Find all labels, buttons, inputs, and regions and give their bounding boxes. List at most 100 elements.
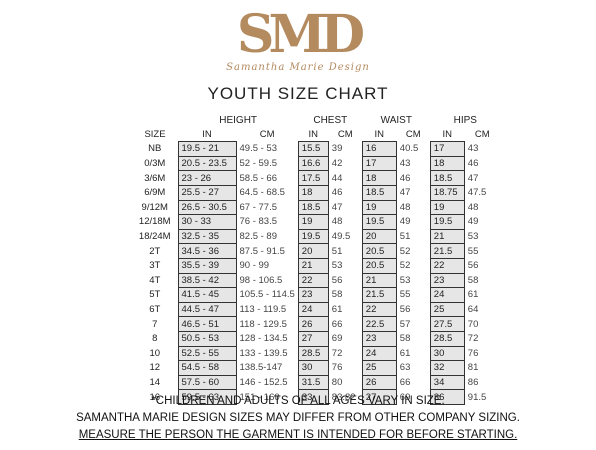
measure-cell: 76 xyxy=(331,362,343,374)
measure-cell: 19.5 xyxy=(297,228,329,245)
measure-cell: 25.5 - 27 xyxy=(177,184,237,201)
measure-cell: 52 xyxy=(399,260,411,272)
measure-cell: 76 xyxy=(467,347,479,359)
size-cell: 18/24M xyxy=(138,231,171,243)
measure-cell: 53 xyxy=(399,274,411,286)
measure-cell: 19 xyxy=(297,214,329,230)
measure-cell: 25 xyxy=(429,301,465,318)
size-cell: 3/6M xyxy=(144,172,166,184)
measure-cell: 17 xyxy=(361,155,397,172)
measure-cell: 20.5 xyxy=(361,257,397,274)
measure-cell: 87.5 - 91.5 xyxy=(239,245,285,257)
measure-cell: 39 xyxy=(331,143,343,155)
note-line-2: SAMANTHA MARIE DESIGN SIZES MAY DIFFER F… xyxy=(76,412,520,424)
measure-cell: 47.5 xyxy=(467,187,487,199)
measure-cell: 61 xyxy=(399,347,411,359)
measure-cell: 22.5 xyxy=(361,316,397,332)
measure-cell: 43 xyxy=(467,143,479,155)
measure-cell: 69 xyxy=(331,333,343,345)
measure-cell: 19 xyxy=(361,199,397,216)
size-cell: NB xyxy=(148,143,162,155)
measure-cell: 22 xyxy=(297,272,329,289)
column-header: IN xyxy=(202,128,212,140)
measure-cell: 30 xyxy=(297,360,329,376)
table-row: 5T 41.5 - 45 105.5 - 114.5 23 58 21.5 55 24 61 xyxy=(132,287,500,303)
measure-cell: 17 xyxy=(429,141,465,157)
measure-cell: 49 xyxy=(399,216,411,228)
measure-cell: 61 xyxy=(331,304,343,316)
measure-cell: 51 xyxy=(399,231,411,243)
measure-cell: 56 xyxy=(399,304,411,316)
table-row: 16 59.5 - 63 151 - 160 33 83.82 27 69 36 91.5 xyxy=(132,389,500,405)
measure-cell: 76 - 83.5 xyxy=(239,216,278,228)
column-header: CM xyxy=(405,129,421,141)
measure-cell: 58 xyxy=(467,274,479,286)
logo-script-text: Samantha Marie Design xyxy=(226,62,370,73)
measure-cell: 55 xyxy=(467,245,479,257)
measure-cell: 20.5 xyxy=(361,243,397,259)
measure-cell: 22 xyxy=(429,257,465,274)
measure-cell: 83.82 xyxy=(331,391,356,403)
size-cell: 10 xyxy=(149,347,161,359)
logo-monogram: SMD xyxy=(236,4,365,65)
measure-cell: 32 xyxy=(429,360,465,376)
column-header: CM xyxy=(337,129,353,141)
size-cell: 9/12M xyxy=(141,201,168,213)
measure-cell: 26 xyxy=(297,316,329,332)
column-header: IN xyxy=(374,128,385,140)
measure-cell: 66 xyxy=(331,318,343,330)
table-row: 9/12M 26.5 - 30.5 67 - 77.5 18.5 47 19 48 19 48 xyxy=(132,199,500,216)
page-title: YOUTH SIZE CHART xyxy=(207,84,389,103)
measure-cell: 51 xyxy=(331,245,343,257)
measure-cell: 17.5 xyxy=(297,170,329,186)
measure-cell: 81 xyxy=(467,362,479,374)
measure-cell: 53 xyxy=(331,260,343,272)
measure-cell: 24 xyxy=(297,301,329,318)
measure-cell: 64.5 - 68.5 xyxy=(239,187,285,199)
group-header-row: HEIGHT CHEST WAIST HIPS xyxy=(132,114,500,128)
measure-cell: 33 xyxy=(297,389,329,405)
measure-cell: 46.5 - 51 xyxy=(177,316,237,332)
measure-cell: 58.5 - 66 xyxy=(239,172,278,184)
size-cell: 12 xyxy=(149,362,161,374)
group-header-hips: HIPS xyxy=(453,115,477,127)
size-cell: 0/3M xyxy=(144,158,166,170)
measure-cell: 44.5 - 47 xyxy=(177,301,237,318)
measure-cell: 32.5 - 35 xyxy=(177,228,237,245)
measure-cell: 27 xyxy=(297,330,329,347)
measure-cell: 53 xyxy=(467,231,479,243)
measure-cell: 27 xyxy=(361,389,397,405)
measure-cell: 21.5 xyxy=(429,243,465,259)
table-row: 14 57.5 - 60 146 - 152.5 31.5 80 26 66 34 86 xyxy=(132,374,500,391)
column-header: IN xyxy=(442,128,453,140)
measure-cell: 56 xyxy=(331,274,343,286)
measure-cell: 23 - 26 xyxy=(177,170,237,186)
measure-cell: 64 xyxy=(467,304,479,316)
measure-cell: 21.5 xyxy=(361,287,397,303)
measure-cell: 16 xyxy=(361,141,397,157)
measure-cell: 80 xyxy=(331,376,343,388)
measure-cell: 27.5 xyxy=(429,316,465,332)
measure-cell: 72 xyxy=(467,333,479,345)
measure-cell: 118 - 129.5 xyxy=(239,318,287,330)
measure-cell: 82.5 - 89 xyxy=(239,231,278,243)
measure-cell: 21 xyxy=(361,272,397,289)
group-header-waist: WAIST xyxy=(380,115,412,127)
table-row: 3T 35.5 - 39 90 - 99 21 53 20.5 52 22 56 xyxy=(132,257,500,274)
measure-cell: 113 - 119.5 xyxy=(239,304,287,316)
measure-cell: 26 xyxy=(361,374,397,391)
measure-cell: 47 xyxy=(467,172,479,184)
note-line-1: *CHILDREN AND ADULTS OF ALL AGES VARY IN… xyxy=(151,395,445,407)
measure-cell: 22 xyxy=(361,301,397,318)
table-row: 6/9M 25.5 - 27 64.5 - 68.5 18 46 18.5 47 18.75 4… xyxy=(132,184,500,201)
measure-cell: 54.5 - 58 xyxy=(177,360,237,376)
measure-cell: 16.6 xyxy=(297,155,329,172)
measure-cell: 69 xyxy=(399,391,411,403)
measure-cell: 133 - 139.5 xyxy=(239,347,288,359)
measure-cell: 18.5 xyxy=(429,170,465,186)
measure-cell: 23 xyxy=(361,330,397,347)
measure-cell: 151 - 160 xyxy=(239,391,280,403)
table-row: NB 19.5 - 21 49.5 - 53 15.5 39 16 40.5 17 43 xyxy=(132,141,500,157)
measure-cell: 24 xyxy=(361,345,397,362)
measure-cell: 38.5 - 42 xyxy=(177,272,237,289)
